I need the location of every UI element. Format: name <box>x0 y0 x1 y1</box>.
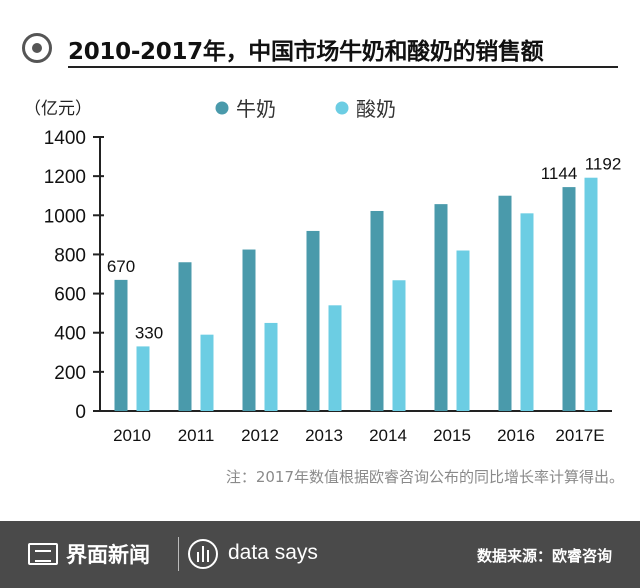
bar-1-2014 <box>392 280 406 411</box>
y-tick-label-1000: 1000 <box>44 206 86 227</box>
bar-0-2017E <box>562 187 576 411</box>
bar-0-2010 <box>114 279 128 411</box>
footer-divider <box>178 537 179 571</box>
legend-label-0: 牛奶 <box>236 97 276 121</box>
brand-name: 界面新闻 <box>66 543 150 567</box>
bar-0-2012 <box>242 249 256 411</box>
legend-marker-0 <box>215 101 229 115</box>
legend-label-1: 酸奶 <box>356 97 396 121</box>
title-underline <box>68 66 618 68</box>
title-bar: 2010-2017年，中国市场牛奶和酸奶的销售额 <box>22 26 618 74</box>
record-icon <box>22 33 52 63</box>
x-tick-label-2015: 2015 <box>433 426 471 445</box>
y-tick-label-400: 400 <box>54 324 86 345</box>
x-tick-label-2011: 2011 <box>178 426 215 445</box>
x-tick-label-2010: 2010 <box>113 426 151 445</box>
bar-1-2017E <box>584 177 598 411</box>
x-tick-label-2012: 2012 <box>241 426 279 445</box>
data-says-logo-icon <box>188 539 218 569</box>
bar-1-2015 <box>456 250 470 411</box>
y-tick-label-200: 200 <box>54 363 86 384</box>
y-tick-label-600: 600 <box>54 285 86 306</box>
x-tick-label-2016: 2016 <box>497 426 535 445</box>
y-tick-label-1200: 1200 <box>44 167 86 188</box>
bar-1-2013 <box>328 305 342 411</box>
data-label-0-7: 1144 <box>541 164 578 183</box>
y-tick-label-0: 0 <box>75 402 86 423</box>
bar-chart: （亿元） 牛奶 酸奶 0 200 400 600 800 1000 1200 1400 2010 201… <box>24 97 622 445</box>
data-label-0-0: 670 <box>107 257 135 276</box>
data-label-1-7: 1192 <box>585 155 622 174</box>
x-tick-label-2014: 2014 <box>369 426 407 445</box>
y-tick-label-800: 800 <box>54 245 86 266</box>
x-tick-label-2017E: 2017E <box>555 426 604 445</box>
jiemian-logo-icon <box>28 543 58 565</box>
y-tick-label-1400: 1400 <box>44 128 86 149</box>
partner-name: data says <box>228 541 318 564</box>
bar-0-2014 <box>370 210 384 411</box>
y-axis-label: （亿元） <box>24 99 92 119</box>
chart-title: 2010-2017年，中国市场牛奶和酸奶的销售额 <box>68 39 544 65</box>
footer: 界面新闻 data says 数据来源：欧睿咨询 <box>0 521 640 588</box>
bar-1-2011 <box>200 334 214 411</box>
footnote: 注：2017年数值根据欧睿咨询公布的同比增长率计算得出。 <box>225 468 624 486</box>
data-label-1-0: 330 <box>135 323 163 342</box>
x-tick-label-2013: 2013 <box>305 426 343 445</box>
bar-0-2016 <box>498 195 512 411</box>
bar-1-2012 <box>264 322 278 411</box>
bar-0-2015 <box>434 204 448 411</box>
data-source: 数据来源：欧睿咨询 <box>476 547 612 565</box>
bar-0-2013 <box>306 230 320 411</box>
bar-1-2016 <box>520 213 534 411</box>
bar-1-2010 <box>136 346 150 411</box>
bar-0-2011 <box>178 262 192 411</box>
legend-marker-1 <box>335 101 349 115</box>
